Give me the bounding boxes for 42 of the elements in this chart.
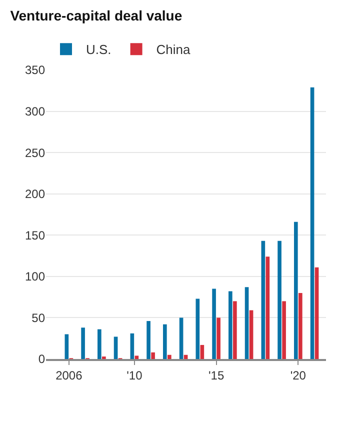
x-tick-label: '10 <box>126 368 143 382</box>
bar <box>98 329 102 359</box>
y-tick-label: 100 <box>24 270 46 284</box>
x-tick-label: 2006 <box>56 368 83 382</box>
legend-label: U.S. <box>86 42 112 58</box>
bar <box>81 328 85 359</box>
bar <box>228 291 232 359</box>
bar <box>310 87 314 359</box>
bar <box>196 298 200 359</box>
bar <box>216 318 220 359</box>
bar <box>314 267 319 359</box>
bar <box>163 324 167 359</box>
y-tick-label: 300 <box>24 104 46 118</box>
bar <box>294 222 298 359</box>
bar <box>130 333 134 359</box>
y-tick-label: 250 <box>24 146 46 160</box>
bar <box>146 321 150 359</box>
x-tick-label: '20 <box>290 368 306 382</box>
y-tick-label: 150 <box>24 228 46 242</box>
x-tick-label: '15 <box>208 368 224 382</box>
bar <box>179 318 184 359</box>
bar <box>168 354 172 359</box>
y-tick-label: 200 <box>24 187 46 202</box>
bar <box>114 336 118 359</box>
bar <box>278 240 282 359</box>
bar <box>233 301 237 359</box>
bar <box>249 310 254 359</box>
chart-title: Venture-capital deal value <box>10 8 182 24</box>
bar <box>282 301 286 359</box>
bar <box>212 288 216 359</box>
legend-label: China <box>156 42 192 58</box>
bar <box>266 256 270 359</box>
y-tick-label: 0 <box>38 352 46 366</box>
y-tick-label: 50 <box>32 310 46 325</box>
bar <box>244 287 249 359</box>
bar <box>151 352 155 359</box>
bar <box>261 240 266 359</box>
y-tick-label: 350 <box>24 63 46 78</box>
bar <box>298 292 302 359</box>
bar <box>64 334 69 359</box>
bar <box>200 344 204 359</box>
bar <box>134 356 139 359</box>
